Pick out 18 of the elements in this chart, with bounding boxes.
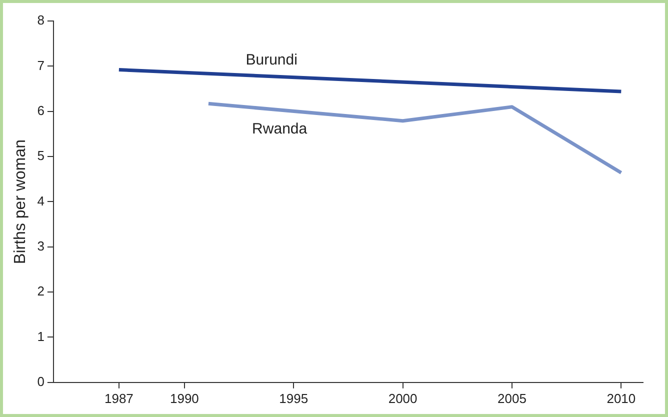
x-tick-label: 2010 <box>606 390 636 406</box>
series-label: Burundi <box>246 52 298 69</box>
y-tick-label: 8 <box>37 12 44 28</box>
series-label: Rwanda <box>252 120 308 138</box>
x-tick-label: 1995 <box>279 390 308 406</box>
x-tick-label: 1990 <box>170 390 199 406</box>
x-tick-label: 2000 <box>388 390 418 406</box>
x-tick-label: 2005 <box>498 390 526 406</box>
y-tick-label: 4 <box>37 193 44 208</box>
y-tick-label: 2 <box>37 284 44 299</box>
y-tick-label: 3 <box>37 238 44 254</box>
y-tick-label: 1 <box>37 328 44 344</box>
y-tick-label: 5 <box>37 148 44 164</box>
x-tick-label: 1987 <box>104 390 134 406</box>
y-tick-label: 6 <box>37 102 44 118</box>
y-axis-title: Births per woman <box>12 139 30 264</box>
y-tick-label: 0 <box>37 374 44 389</box>
y-tick-label: 7 <box>37 58 44 73</box>
